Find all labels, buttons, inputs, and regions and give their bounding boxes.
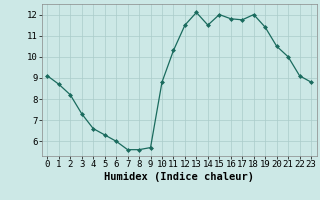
X-axis label: Humidex (Indice chaleur): Humidex (Indice chaleur) (104, 172, 254, 182)
